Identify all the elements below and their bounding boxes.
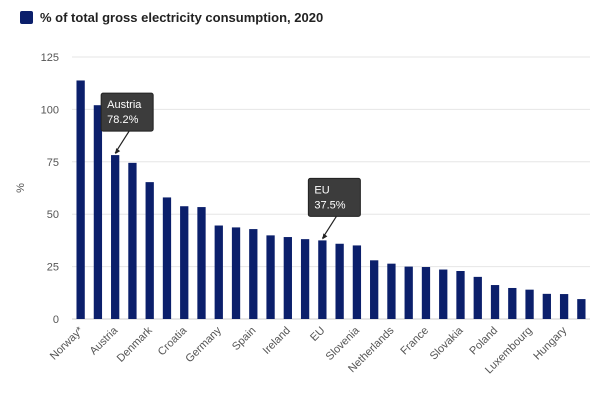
callout-value: 78.2% xyxy=(107,114,138,126)
legend-label: % of total gross electricity consumption… xyxy=(40,10,323,25)
bar-austria[interactable] xyxy=(111,155,120,319)
bar-lithuania[interactable] xyxy=(266,235,275,319)
y-tick-label: 0 xyxy=(53,314,59,326)
x-tick-label: Poland xyxy=(467,325,500,358)
callout-arrowhead xyxy=(322,233,328,240)
bar-bulgaria[interactable] xyxy=(439,269,448,319)
bar-hungary[interactable] xyxy=(559,294,569,319)
bar-poland[interactable] xyxy=(490,285,500,319)
bar-spain[interactable] xyxy=(249,229,258,319)
bar-slovakia[interactable] xyxy=(456,271,465,319)
bar-iceland[interactable] xyxy=(93,105,103,319)
bar-cyprus[interactable] xyxy=(542,293,551,319)
y-axis-title: % xyxy=(15,183,27,193)
callout-eu: EU 37.5% xyxy=(307,177,361,240)
bar-denmark[interactable] xyxy=(145,182,154,319)
bar-greece[interactable] xyxy=(335,243,344,319)
callout-label: EU xyxy=(314,184,329,196)
bar-portugal[interactable] xyxy=(162,197,172,319)
bar-latvia[interactable] xyxy=(197,207,206,319)
y-tick-label: 100 xyxy=(41,104,59,116)
bar-netherlands[interactable] xyxy=(387,263,396,319)
legend[interactable]: % of total gross electricity consumption… xyxy=(20,10,323,25)
x-tick-label: Austria xyxy=(88,324,121,357)
annotations: Austria 78.2% EU 37.5% xyxy=(100,92,361,240)
bar-sweden[interactable] xyxy=(128,162,137,319)
bar-malta[interactable] xyxy=(577,299,586,319)
y-axis-ticks: 0 25 50 75 100 125 xyxy=(41,52,59,326)
y-tick-label: 25 xyxy=(47,262,59,274)
x-tick-label: Norway* xyxy=(48,324,86,362)
x-tick-label: Croatia xyxy=(156,324,190,358)
bar-romania[interactable] xyxy=(370,260,379,319)
bar-france[interactable] xyxy=(421,267,431,319)
x-tick-label: EU xyxy=(308,325,327,344)
bar-ireland[interactable] xyxy=(283,237,292,319)
bar-finland[interactable] xyxy=(231,227,241,319)
legend-swatch xyxy=(20,11,33,24)
y-tick-label: 75 xyxy=(47,157,59,169)
bar-slovenia[interactable] xyxy=(352,245,362,319)
bar-germany[interactable] xyxy=(214,225,223,319)
x-tick-label: Slovakia xyxy=(428,324,467,363)
bar-luxembourg[interactable] xyxy=(525,289,534,319)
callout-box xyxy=(100,92,154,132)
bar-eu[interactable] xyxy=(318,240,327,319)
callout-arrowhead xyxy=(115,148,121,155)
y-tick-label: 125 xyxy=(41,52,59,64)
callout-austria: Austria 78.2% xyxy=(100,92,154,155)
bar-czechia[interactable] xyxy=(508,287,517,319)
callout-box xyxy=(307,177,361,217)
bars xyxy=(76,80,586,320)
x-tick-label: Denmark xyxy=(115,324,155,364)
x-tick-label: France xyxy=(398,325,431,358)
x-tick-label: Germany xyxy=(183,324,224,365)
x-tick-label: Spain xyxy=(230,325,258,353)
bar-italy[interactable] xyxy=(300,239,310,319)
x-tick-label: Ireland xyxy=(261,325,293,357)
y-tick-label: 50 xyxy=(47,209,59,221)
x-tick-label: Hungary xyxy=(531,324,569,362)
bar-estonia[interactable] xyxy=(404,266,413,319)
bar-croatia[interactable] xyxy=(180,206,189,319)
callout-label: Austria xyxy=(107,99,142,111)
callout-value: 37.5% xyxy=(314,199,345,211)
bar-belgium[interactable] xyxy=(473,276,482,319)
bar-norway[interactable] xyxy=(76,80,85,320)
